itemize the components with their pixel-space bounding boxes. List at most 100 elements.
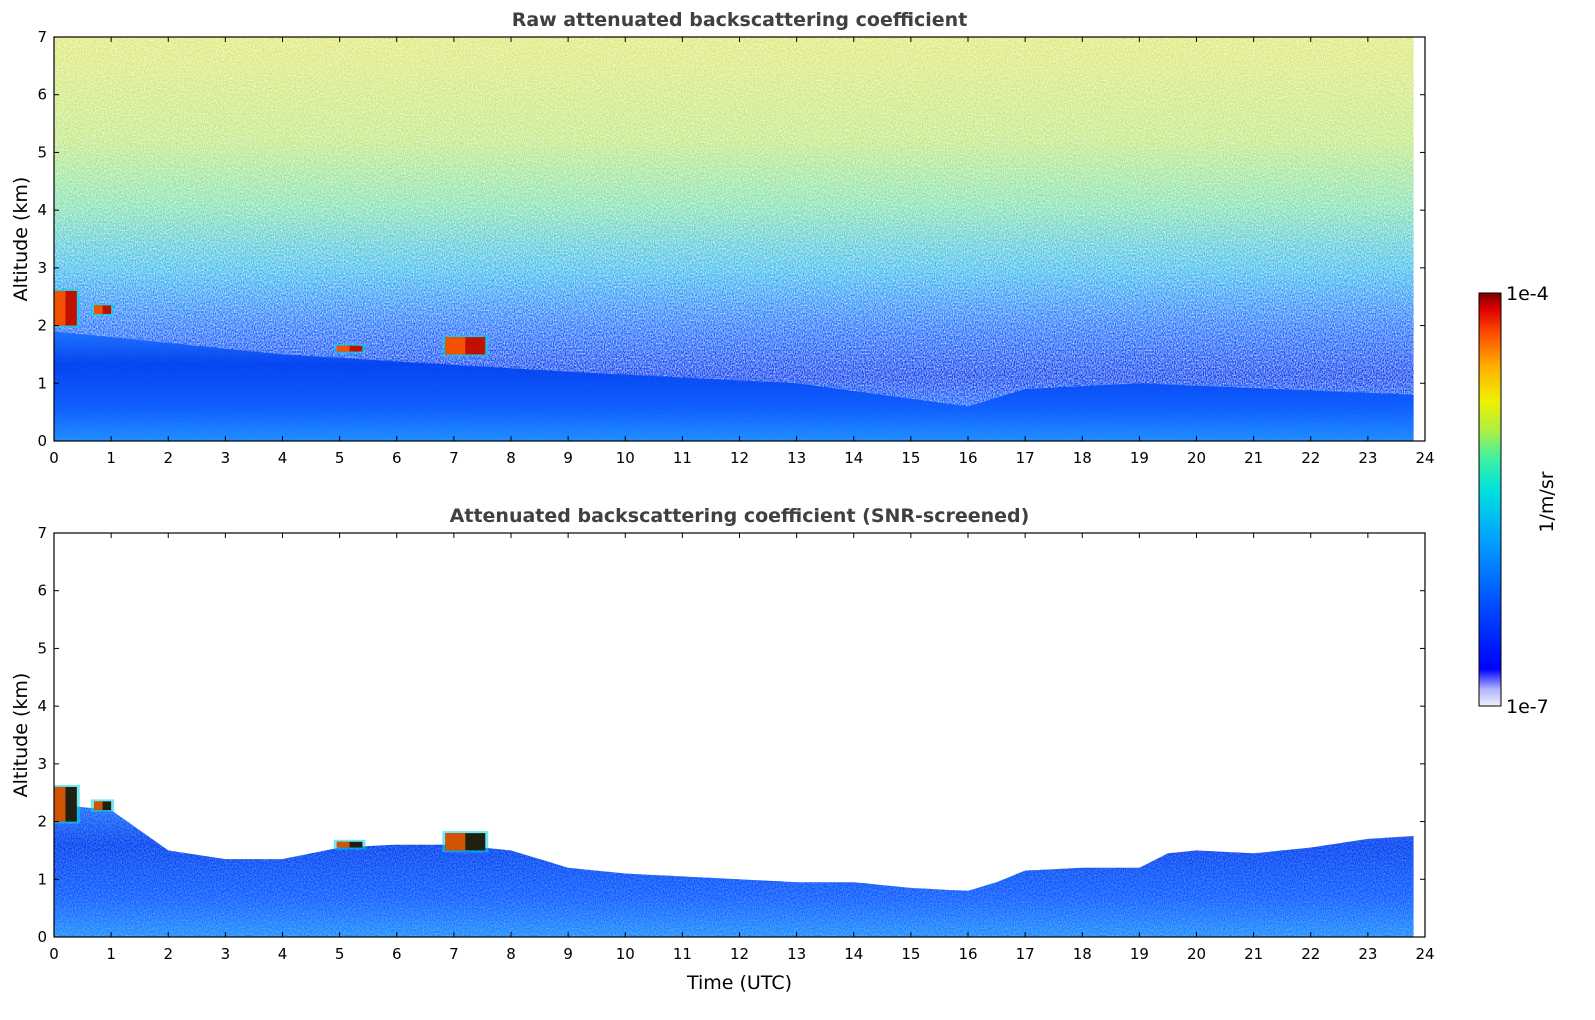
screened-texture xyxy=(54,804,1414,937)
x-tick-label: 24 xyxy=(1415,945,1434,963)
y-tick-label: 7 xyxy=(37,524,47,542)
x-tick-label: 15 xyxy=(901,945,920,963)
x-tick-label: 23 xyxy=(1358,945,1377,963)
y-tick-label: 2 xyxy=(37,813,47,831)
x-tick-label: 8 xyxy=(506,449,516,467)
x-tick-label: 7 xyxy=(449,449,459,467)
x-tick-label: 20 xyxy=(1187,945,1206,963)
x-tick-label: 12 xyxy=(730,945,749,963)
raw-axis-ticks: 0 1 2 3 4 5 6 7 8 9 10 11 12 13 14 15 16 17 18 19 20 21 22 23 24… xyxy=(37,28,1434,467)
y-tick-label: 4 xyxy=(37,201,47,219)
y-tick-label: 6 xyxy=(37,86,47,104)
x-tick-label: 17 xyxy=(1016,945,1035,963)
x-tick-label: 0 xyxy=(49,945,59,963)
x-tick-label: 22 xyxy=(1301,449,1320,467)
x-tick-label: 3 xyxy=(221,449,231,467)
x-tick-label: 18 xyxy=(1073,945,1092,963)
x-tick-label: 24 xyxy=(1415,449,1434,467)
x-tick-label: 6 xyxy=(392,945,402,963)
screened-panel-title: Attenuated backscattering coefficient (S… xyxy=(450,505,1030,527)
x-tick-label: 4 xyxy=(278,449,288,467)
cloud-edge xyxy=(93,801,103,811)
x-tick-label: 9 xyxy=(563,449,573,467)
x-tick-label: 1 xyxy=(106,945,116,963)
x-tick-label: 3 xyxy=(221,945,231,963)
colorbar-max-label: 1e-4 xyxy=(1506,283,1549,305)
x-tick-label: 14 xyxy=(844,449,863,467)
cloud-feature xyxy=(54,784,80,824)
cloud-edge xyxy=(445,833,466,851)
y-tick-label: 3 xyxy=(37,259,47,277)
y-tick-label: 5 xyxy=(37,143,47,161)
x-tick-label: 16 xyxy=(958,449,977,467)
x-tick-label: 4 xyxy=(278,945,288,963)
cloud-feature xyxy=(442,335,489,357)
cloud-feature xyxy=(90,303,115,317)
y-tick-label: 0 xyxy=(37,432,47,450)
x-tick-label: 2 xyxy=(163,449,173,467)
y-tick-label: 1 xyxy=(37,374,47,392)
colorbar-min-label: 1e-7 xyxy=(1506,696,1549,718)
cloud-edge xyxy=(54,786,66,822)
colorbar-gradient xyxy=(1478,292,1502,707)
y-tick-label: 7 xyxy=(37,28,47,46)
boundary-layer xyxy=(54,331,1414,441)
x-tick-label: 2 xyxy=(163,945,173,963)
x-tick-label: 20 xyxy=(1187,449,1206,467)
x-tick-label: 13 xyxy=(787,945,806,963)
x-tick-label: 14 xyxy=(844,945,863,963)
raw-plot-area xyxy=(54,37,1414,441)
x-tick-label: 9 xyxy=(563,945,573,963)
cloud-edge xyxy=(336,841,350,848)
y-tick-label: 3 xyxy=(37,755,47,773)
cloud-feature xyxy=(333,839,366,850)
x-tick-label: 11 xyxy=(673,945,692,963)
x-tick-label: 7 xyxy=(449,945,459,963)
x-tick-label: 17 xyxy=(1016,449,1035,467)
x-tick-label: 12 xyxy=(730,449,749,467)
y-tick-label: 4 xyxy=(37,697,47,715)
x-tick-label: 0 xyxy=(49,449,59,467)
x-tick-label: 23 xyxy=(1358,449,1377,467)
x-tick-label: 10 xyxy=(616,449,635,467)
x-tick-label: 13 xyxy=(787,449,806,467)
y-tick-label: 6 xyxy=(37,582,47,600)
cloud-edge xyxy=(93,305,103,315)
x-tick-label: 1 xyxy=(106,449,116,467)
x-tick-label: 11 xyxy=(673,449,692,467)
x-tick-label: 8 xyxy=(506,945,516,963)
cloud-feature xyxy=(54,288,80,328)
screened-plot-area xyxy=(54,784,1414,937)
x-tick-label: 19 xyxy=(1130,449,1149,467)
cloud-feature xyxy=(442,831,489,853)
x-tick-label: 16 xyxy=(958,945,977,963)
x-tick-label: 10 xyxy=(616,945,635,963)
y-tick-label: 0 xyxy=(37,928,47,946)
colorbar-unit-label: 1/m/sr xyxy=(1536,471,1558,532)
cloud-feature xyxy=(333,343,366,354)
x-tick-label: 6 xyxy=(392,449,402,467)
y-tick-label: 2 xyxy=(37,317,47,335)
x-axis-label: Time (UTC) xyxy=(686,972,792,994)
cloud-edge xyxy=(336,345,350,352)
cloud-edge xyxy=(445,337,466,355)
x-tick-label: 15 xyxy=(901,449,920,467)
colorbar: 1e-4 1e-7 1/m/sr xyxy=(1478,283,1558,718)
cloud-feature xyxy=(90,799,115,813)
screened-y-axis-label: Altitude (km) xyxy=(10,673,32,798)
x-tick-label: 21 xyxy=(1244,945,1263,963)
cloud-edge xyxy=(54,290,66,326)
y-tick-label: 5 xyxy=(37,639,47,657)
raw-y-axis-label: Altitude (km) xyxy=(10,177,32,302)
raw-panel-title: Raw attenuated backscattering coefficien… xyxy=(512,9,968,31)
x-tick-label: 18 xyxy=(1073,449,1092,467)
x-tick-label: 22 xyxy=(1301,945,1320,963)
screened-panel: Attenuated backscattering coefficient (S… xyxy=(10,505,1435,994)
x-tick-label: 19 xyxy=(1130,945,1149,963)
y-tick-label: 1 xyxy=(37,870,47,888)
x-tick-label: 5 xyxy=(335,945,345,963)
raw-panel: Raw attenuated backscattering coefficien… xyxy=(10,9,1435,467)
x-tick-label: 21 xyxy=(1244,449,1263,467)
screened-axis-ticks: 0 1 2 3 4 5 6 7 8 9 10 11 12 13 14 15 16 17 18 19 20 21 22 23 24… xyxy=(37,524,1434,963)
